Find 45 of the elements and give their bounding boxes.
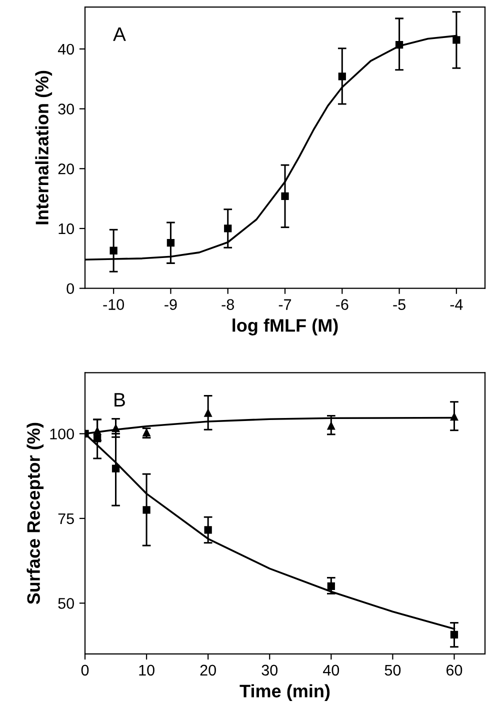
- point: [327, 582, 335, 590]
- y-tick-label: 100: [50, 428, 74, 440]
- point: [166, 239, 175, 247]
- x-tick-label: 0: [81, 664, 89, 676]
- y-tick-label: 0: [66, 283, 74, 294]
- x-tick-label: -6: [336, 299, 348, 310]
- point: [452, 36, 460, 44]
- point: [338, 72, 346, 80]
- point: [327, 422, 335, 430]
- point: [142, 506, 150, 514]
- y-tick-label: 20: [58, 164, 74, 174]
- x-tick-label: 60: [446, 664, 462, 676]
- y-tick-label: 40: [58, 44, 74, 55]
- point: [204, 526, 212, 534]
- point: [395, 40, 404, 49]
- x-tick-label: -8: [222, 299, 234, 310]
- point: [110, 246, 118, 254]
- x-tick-label: -10: [103, 299, 124, 310]
- y-tick-label: 75: [58, 513, 74, 524]
- point: [450, 630, 458, 638]
- point: [112, 464, 120, 472]
- x-tick-label: 50: [384, 664, 401, 676]
- x-tick-label: 30: [262, 664, 278, 676]
- point: [93, 427, 102, 435]
- x-tick-label: 20: [200, 664, 216, 676]
- x-tick-label: -4: [450, 299, 463, 310]
- y-axis-title: Internalization (%): [35, 70, 52, 224]
- point: [281, 192, 289, 200]
- x-tick-label: 10: [139, 664, 154, 676]
- x-tick-label: -5: [393, 299, 406, 310]
- annotation: A: [113, 27, 126, 41]
- y-axis-title: Surface Receptor (%): [26, 422, 44, 604]
- x-axis-title: Time (min): [240, 684, 330, 702]
- point: [93, 434, 102, 442]
- x-axis-title: log fMLF (M): [232, 318, 338, 336]
- point: [224, 224, 232, 232]
- y-tick-label: 50: [58, 598, 74, 609]
- point: [204, 409, 212, 417]
- x-tick-label: -9: [164, 299, 177, 310]
- y-tick-label: 10: [58, 223, 74, 234]
- point: [450, 412, 458, 421]
- y-tick-label: 30: [58, 104, 74, 114]
- annotation: B: [114, 393, 125, 406]
- x-tick-label: 40: [323, 664, 340, 676]
- x-tick-label: -7: [278, 299, 292, 310]
